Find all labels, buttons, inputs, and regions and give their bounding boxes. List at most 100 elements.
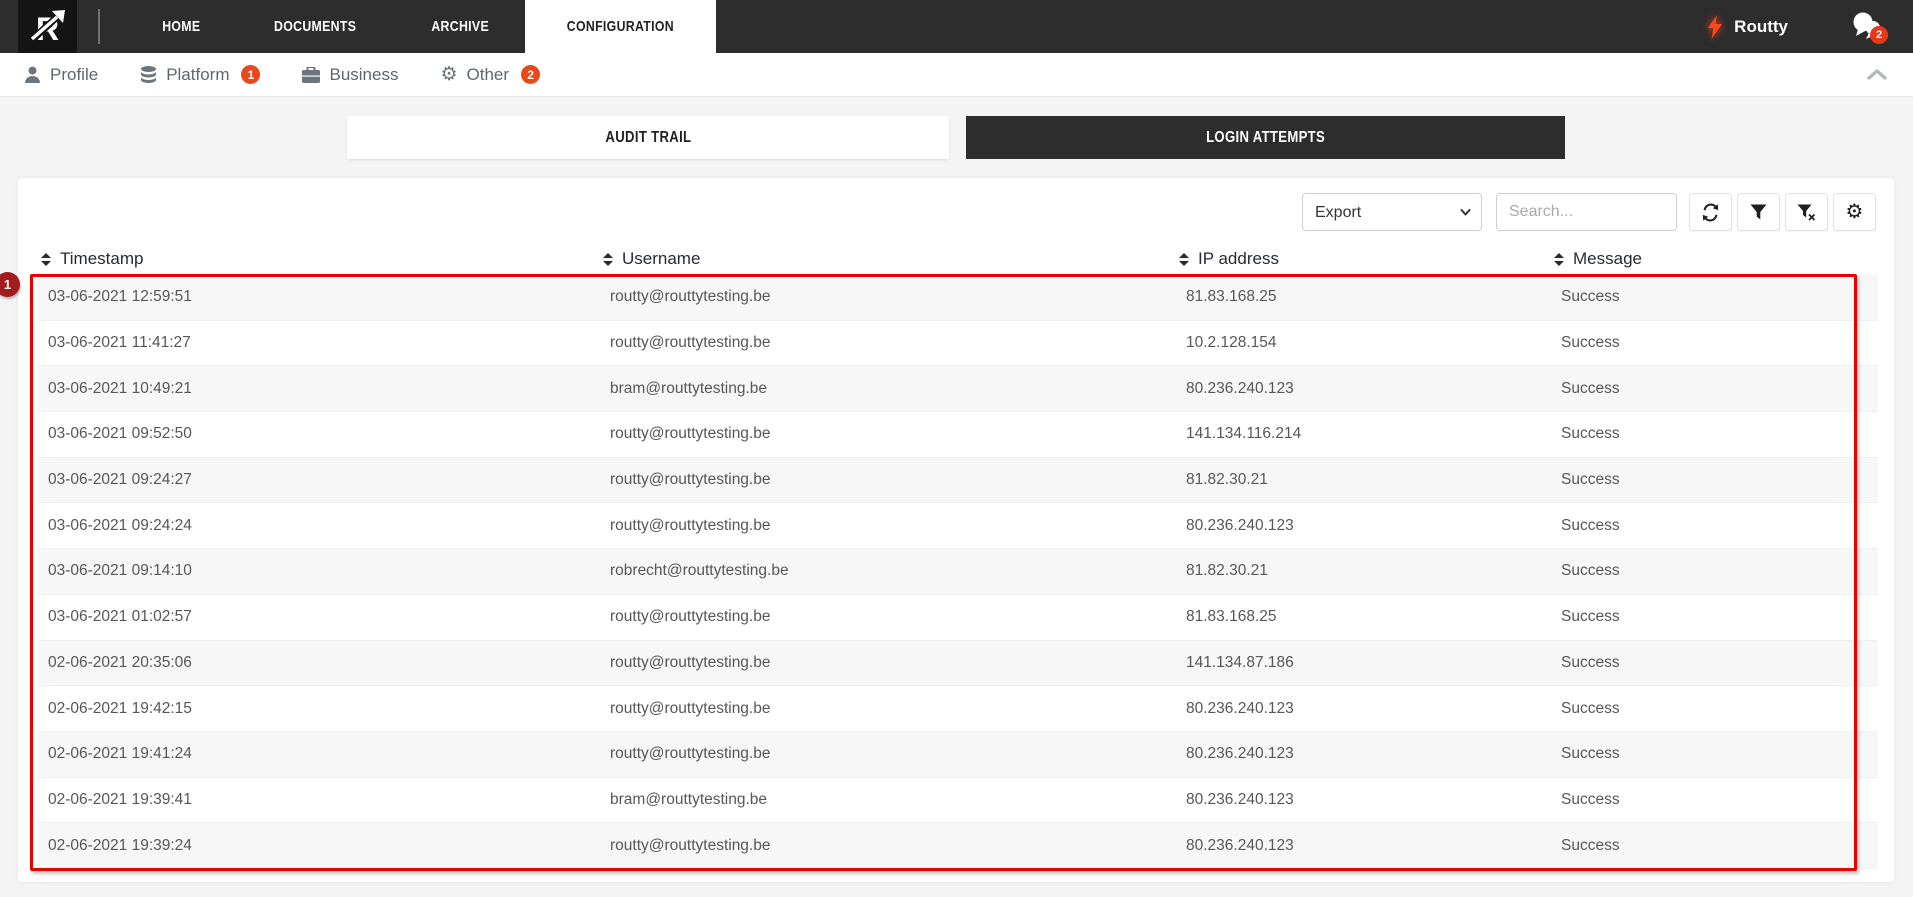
nav-item-archive[interactable]: ARCHIVE bbox=[431, 18, 489, 35]
cell-timestamp: 03-06-2021 09:52:50 bbox=[48, 425, 192, 443]
cell-username: routty@routtytesting.be bbox=[610, 745, 771, 763]
table-row[interactable]: 03-06-2021 12:59:51 routty@routtytesting… bbox=[38, 275, 1878, 321]
platform-badge: 1 bbox=[241, 65, 261, 84]
table-row[interactable]: 03-06-2021 09:52:50 routty@routtytesting… bbox=[38, 412, 1878, 458]
top-navigation-bar: R HOME DOCUMENTS ARCHIVE CONFIGURATION R… bbox=[0, 0, 1913, 53]
subnav-item-business[interactable]: Business bbox=[302, 65, 398, 85]
table-row[interactable]: 03-06-2021 11:41:27 routty@routtytesting… bbox=[38, 320, 1878, 367]
cell-timestamp: 02-06-2021 19:39:41 bbox=[48, 790, 192, 808]
table-body: 03-06-2021 12:59:51 routty@routtytesting… bbox=[38, 275, 1878, 869]
cell-username: routty@routtytesting.be bbox=[610, 516, 771, 534]
table-row[interactable]: 03-06-2021 01:02:57 routty@routtytesting… bbox=[38, 594, 1878, 641]
export-select-wrap: Export bbox=[1302, 193, 1482, 231]
cell-timestamp: 03-06-2021 09:14:10 bbox=[48, 562, 192, 580]
sort-icon bbox=[1554, 252, 1564, 266]
cell-message: Success bbox=[1561, 288, 1620, 306]
table-row[interactable]: 03-06-2021 09:24:24 routty@routtytesting… bbox=[38, 503, 1878, 550]
subnav-item-platform[interactable]: Platform 1 bbox=[140, 64, 261, 85]
cell-username: routty@routtytesting.be bbox=[610, 699, 771, 717]
cell-timestamp: 02-06-2021 19:42:15 bbox=[48, 699, 192, 717]
remove-filter-button[interactable] bbox=[1785, 193, 1828, 231]
column-header-ip-address[interactable]: IP address bbox=[1179, 249, 1554, 269]
cell-timestamp: 03-06-2021 09:24:27 bbox=[48, 471, 192, 489]
column-header-timestamp[interactable]: Timestamp bbox=[41, 249, 603, 269]
cell-timestamp: 02-06-2021 20:35:06 bbox=[48, 653, 192, 671]
topbar-right: Routty 2 bbox=[1708, 0, 1888, 53]
chat-button[interactable]: 2 bbox=[1851, 12, 1888, 44]
topbar-divider bbox=[98, 9, 100, 44]
cell-ip-address: 81.83.168.25 bbox=[1186, 288, 1277, 306]
cell-username: routty@routtytesting.be bbox=[610, 608, 771, 626]
table-row[interactable]: 02-06-2021 19:41:24 routty@routtytesting… bbox=[38, 731, 1878, 778]
collapse-subnav-button[interactable] bbox=[1867, 69, 1887, 80]
cell-timestamp: 03-06-2021 01:02:57 bbox=[48, 608, 192, 626]
cell-ip-address: 80.236.240.123 bbox=[1186, 836, 1294, 854]
cell-message: Success bbox=[1561, 836, 1620, 854]
annotation-step-badge: 1 bbox=[0, 272, 20, 297]
cell-message: Success bbox=[1561, 562, 1620, 580]
other-badge: 2 bbox=[521, 65, 541, 84]
refresh-button[interactable] bbox=[1689, 193, 1732, 231]
nav-item-documents[interactable]: DOCUMENTS bbox=[273, 18, 356, 35]
settings-button[interactable]: ⚙ bbox=[1833, 193, 1876, 231]
view-tabs: AUDIT TRAIL LOGIN ATTEMPTS bbox=[347, 116, 1565, 159]
toolbar-buttons: ⚙ bbox=[1689, 193, 1876, 231]
cell-ip-address: 81.82.30.21 bbox=[1186, 471, 1268, 489]
cell-message: Success bbox=[1561, 608, 1620, 626]
cell-ip-address: 141.134.87.186 bbox=[1186, 653, 1294, 671]
cell-message: Success bbox=[1561, 516, 1620, 534]
tab-login-attempts[interactable]: LOGIN ATTEMPTS bbox=[966, 116, 1565, 159]
cell-username: bram@routtytesting.be bbox=[610, 790, 768, 808]
cell-message: Success bbox=[1561, 790, 1620, 808]
table-row[interactable]: 02-06-2021 20:35:06 routty@routtytesting… bbox=[38, 640, 1878, 687]
cell-username: routty@routtytesting.be bbox=[610, 653, 771, 671]
cell-ip-address: 80.236.240.123 bbox=[1186, 790, 1294, 808]
gear-icon: ⚙ bbox=[440, 64, 458, 85]
routty-logo-icon: R bbox=[29, 9, 65, 47]
cell-ip-address: 80.236.240.123 bbox=[1186, 699, 1294, 717]
search-input[interactable] bbox=[1496, 193, 1677, 231]
cell-ip-address: 80.236.240.123 bbox=[1186, 379, 1294, 397]
tab-audit-trail[interactable]: AUDIT TRAIL bbox=[347, 116, 949, 159]
table-row[interactable]: 02-06-2021 19:39:24 routty@routtytesting… bbox=[38, 823, 1878, 869]
cell-timestamp: 02-06-2021 19:39:24 bbox=[48, 836, 192, 854]
cell-username: routty@routtytesting.be bbox=[610, 288, 771, 306]
subnav-item-other[interactable]: ⚙ Other 2 bbox=[440, 64, 541, 85]
subnav-label: Profile bbox=[50, 64, 99, 84]
routty-logo[interactable]: R bbox=[18, 0, 77, 53]
subnav-label: Platform bbox=[166, 64, 230, 84]
cell-username: robrecht@routtytesting.be bbox=[610, 562, 789, 580]
subnav-label: Business bbox=[329, 64, 399, 84]
cell-timestamp: 03-06-2021 11:41:27 bbox=[48, 334, 191, 352]
table-toolbar: Export bbox=[1302, 193, 1876, 231]
cell-message: Success bbox=[1561, 745, 1620, 763]
cell-ip-address: 141.134.116.214 bbox=[1186, 425, 1302, 443]
lightning-icon bbox=[1708, 14, 1723, 39]
cell-message: Success bbox=[1561, 334, 1620, 352]
database-icon bbox=[141, 66, 157, 83]
cell-ip-address: 80.236.240.123 bbox=[1186, 516, 1294, 534]
column-header-message[interactable]: Message bbox=[1554, 249, 1878, 269]
subnav-item-profile[interactable]: Profile bbox=[24, 65, 98, 85]
table-row[interactable]: 03-06-2021 09:14:10 robrecht@routtytesti… bbox=[38, 549, 1878, 595]
cell-ip-address: 81.83.168.25 bbox=[1186, 608, 1277, 626]
column-header-username[interactable]: Username bbox=[603, 249, 1179, 269]
brand-name: Routty bbox=[1734, 16, 1788, 36]
export-select[interactable]: Export bbox=[1302, 193, 1482, 231]
briefcase-icon bbox=[302, 66, 321, 83]
nav-item-configuration[interactable]: CONFIGURATION bbox=[525, 0, 716, 53]
table-row[interactable]: 02-06-2021 19:42:15 routty@routtytesting… bbox=[38, 686, 1878, 732]
cell-timestamp: 03-06-2021 09:24:24 bbox=[48, 516, 192, 534]
main-nav: HOME DOCUMENTS ARCHIVE CONFIGURATION bbox=[128, 0, 716, 53]
cell-timestamp: 03-06-2021 10:49:21 bbox=[48, 379, 192, 397]
filter-button[interactable] bbox=[1737, 193, 1780, 231]
cell-timestamp: 03-06-2021 12:59:51 bbox=[48, 288, 192, 306]
cell-timestamp: 02-06-2021 19:41:24 bbox=[48, 745, 192, 763]
login-attempts-panel: Export bbox=[18, 178, 1894, 882]
cell-message: Success bbox=[1561, 425, 1620, 443]
table-row[interactable]: 03-06-2021 10:49:21 bram@routtytesting.b… bbox=[38, 366, 1878, 413]
table-row[interactable]: 02-06-2021 19:39:41 bram@routtytesting.b… bbox=[38, 777, 1878, 824]
filter-remove-icon bbox=[1797, 204, 1816, 221]
table-row[interactable]: 03-06-2021 09:24:27 routty@routtytesting… bbox=[38, 457, 1878, 504]
nav-item-home[interactable]: HOME bbox=[162, 18, 201, 35]
